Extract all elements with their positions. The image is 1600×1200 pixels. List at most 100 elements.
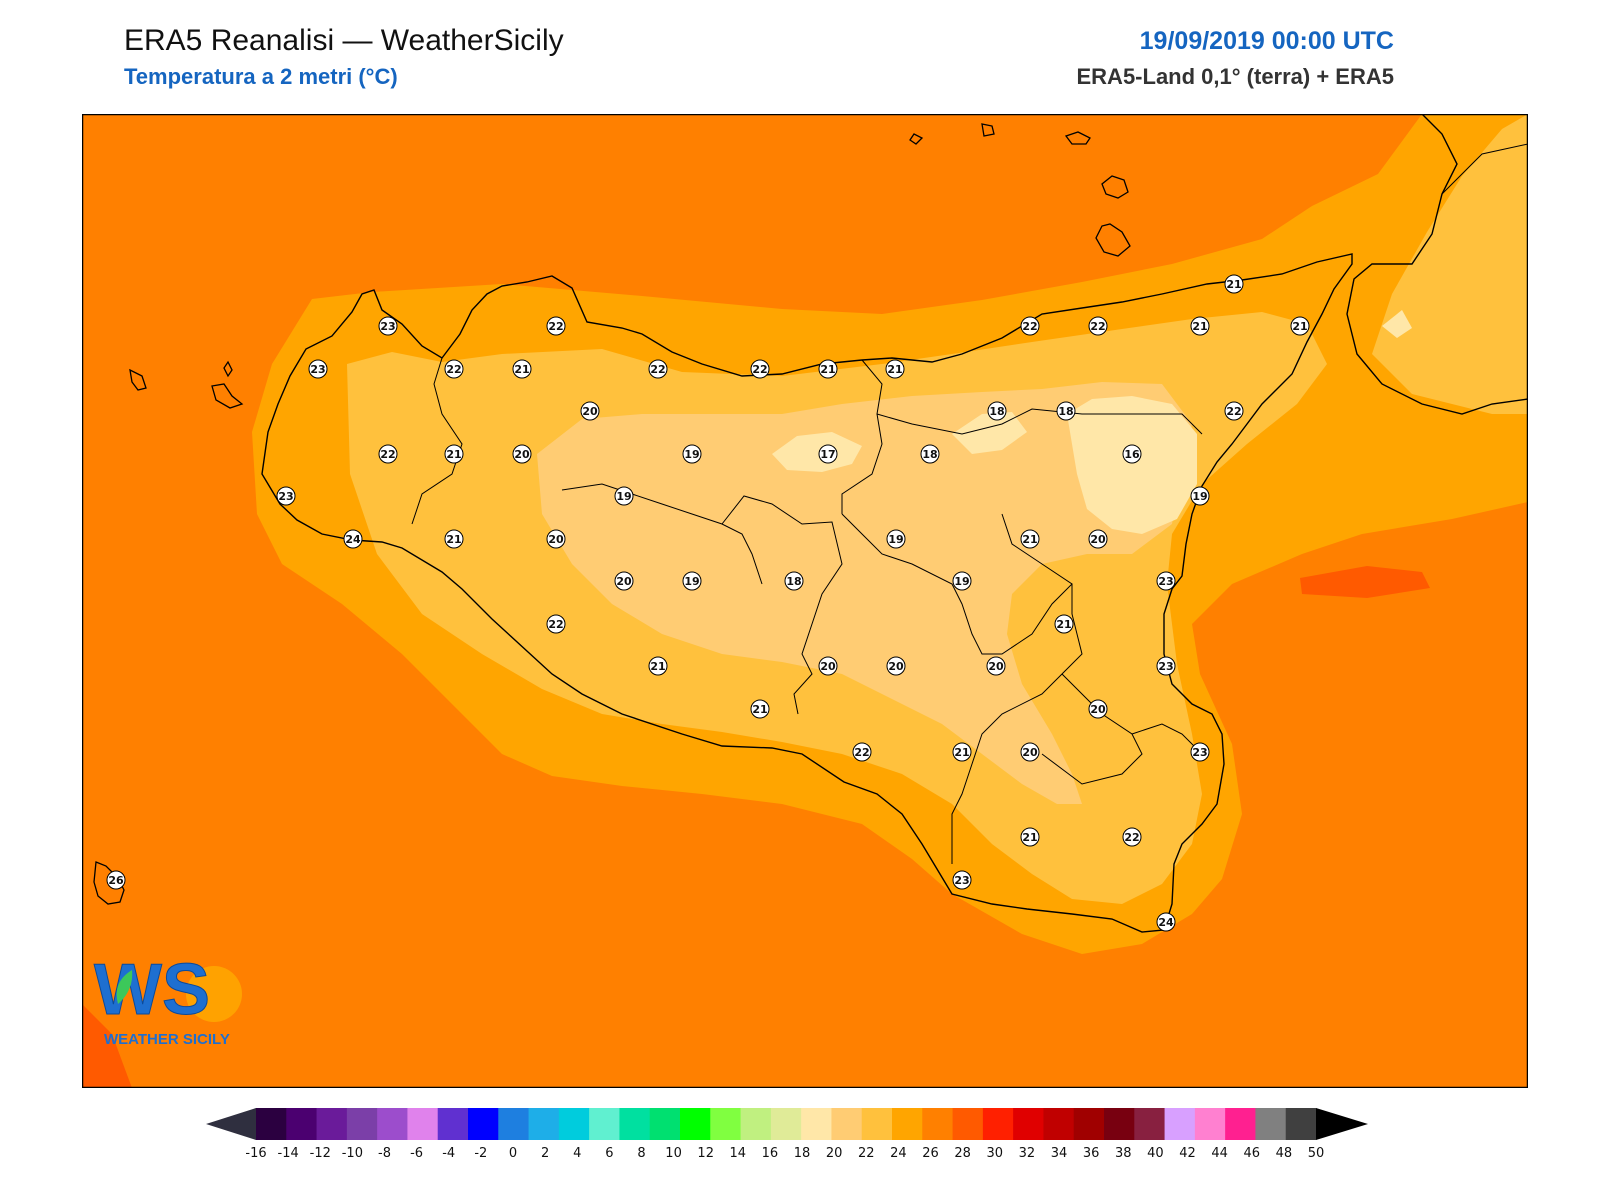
- station-circle: [1290, 316, 1310, 336]
- colorbar-underflow-arrow: [206, 1108, 256, 1140]
- station-value: 22: [1022, 320, 1037, 333]
- data-source: ERA5-Land 0,1° (terra) + ERA5: [1076, 64, 1395, 89]
- station-marker: 18: [1056, 401, 1076, 421]
- station-circle: [1156, 571, 1176, 591]
- station-circle: [987, 401, 1007, 421]
- station-circle: [276, 486, 296, 506]
- colorbar-tick-label: 12: [697, 1146, 714, 1161]
- station-marker: 19: [952, 571, 972, 591]
- station-circle: [852, 742, 872, 762]
- station-value: 22: [548, 618, 563, 631]
- station-circle: [444, 359, 464, 379]
- colorbar-segment: [589, 1108, 620, 1140]
- station-value: 20: [548, 533, 564, 546]
- station-value: 21: [1226, 278, 1241, 291]
- station-marker: 22: [444, 359, 464, 379]
- colorbar-tick-label: 48: [1276, 1146, 1293, 1161]
- station-marker: 20: [986, 656, 1006, 676]
- colorbar-segment: [346, 1108, 378, 1140]
- station-value: 17: [820, 448, 835, 461]
- colorbar-tick-label: 22: [858, 1146, 875, 1161]
- station-marker: 23: [1156, 656, 1176, 676]
- station-marker: 24: [343, 529, 363, 549]
- colorbar-tick-label: 40: [1147, 1146, 1164, 1161]
- colorbar-segment: [1013, 1108, 1044, 1140]
- colorbar-segment: [770, 1108, 802, 1140]
- colorbar-segment: [558, 1108, 590, 1140]
- station-value: 21: [954, 746, 969, 759]
- colorbar-tick-label: 36: [1083, 1146, 1100, 1161]
- station-marker: 22: [852, 742, 872, 762]
- station-circle: [512, 359, 532, 379]
- station-value: 23: [1158, 575, 1173, 588]
- station-circle: [546, 614, 566, 634]
- station-circle: [378, 316, 398, 336]
- colorbar-tick-label: 28: [954, 1146, 971, 1161]
- station-value: 20: [820, 660, 836, 673]
- colorbar-segment: [528, 1108, 560, 1140]
- station-marker: 22: [546, 316, 566, 336]
- colorbar-segment: [316, 1108, 348, 1140]
- station-marker: 21: [444, 444, 464, 464]
- station-value: 21: [820, 363, 835, 376]
- station-circle: [750, 699, 770, 719]
- colorbar-tick-label: 14: [730, 1146, 747, 1161]
- station-marker: 24: [1156, 912, 1176, 932]
- station-marker: 20: [1020, 742, 1040, 762]
- station-marker: 22: [750, 359, 770, 379]
- station-value: 21: [650, 660, 665, 673]
- station-value: 18: [989, 405, 1004, 418]
- station-marker: 20: [1088, 699, 1108, 719]
- station-circle: [1020, 827, 1040, 847]
- station-value: 19: [684, 448, 699, 461]
- station-circle: [952, 571, 972, 591]
- station-marker: 26: [106, 870, 126, 890]
- station-circle: [1088, 316, 1108, 336]
- colorbar-segment: [1255, 1108, 1287, 1140]
- station-marker: 23: [952, 870, 972, 890]
- station-circle: [512, 444, 532, 464]
- station-marker: 21: [512, 359, 532, 379]
- station-marker: 22: [1122, 827, 1142, 847]
- station-circle: [1190, 742, 1210, 762]
- station-value: 18: [922, 448, 937, 461]
- contour-band-18: [537, 382, 1192, 804]
- station-circle: [1156, 656, 1176, 676]
- station-value: 22: [854, 746, 869, 759]
- station-marker: 16: [1122, 444, 1142, 464]
- station-marker: 21: [1190, 316, 1210, 336]
- colorbar-tick-label: 30: [987, 1146, 1004, 1161]
- station-value: 22: [650, 363, 665, 376]
- contour-band-16-ne: [1382, 310, 1412, 338]
- station-marker: 21: [1290, 316, 1310, 336]
- colorbar-tick-label: -4: [442, 1146, 455, 1161]
- station-marker: 21: [648, 656, 668, 676]
- station-marker: 20: [512, 444, 532, 464]
- station-circle: [952, 870, 972, 890]
- colorbar-segment: [377, 1108, 408, 1140]
- colorbar-tick-label: 34: [1051, 1146, 1068, 1161]
- station-circle: [1020, 529, 1040, 549]
- colorbar-segment: [831, 1108, 863, 1140]
- station-value: 20: [582, 405, 598, 418]
- colorbar-tick-label: 6: [605, 1146, 613, 1161]
- station-marker: 23: [276, 486, 296, 506]
- station-value: 21: [1022, 533, 1037, 546]
- station-marker: 18: [987, 401, 1007, 421]
- station-marker: 21: [1020, 827, 1040, 847]
- sicily-coastline: [261, 253, 1353, 933]
- calabria-coastline: [1346, 114, 1528, 415]
- station-circle: [886, 656, 906, 676]
- station-marker: 19: [1190, 486, 1210, 506]
- station-value: 20: [1090, 533, 1106, 546]
- station-circle: [1190, 316, 1210, 336]
- station-marker: 20: [818, 656, 838, 676]
- map-title: ERA5 Reanalisi — WeatherSicily: [124, 24, 564, 57]
- colorbar-tick-label: 50: [1308, 1146, 1325, 1161]
- station-value: 21: [446, 533, 461, 546]
- station-value: 22: [548, 320, 563, 333]
- contour-band-20-ne: [1372, 114, 1528, 414]
- station-circle: [986, 656, 1006, 676]
- colorbar-tick-label: -14: [278, 1146, 299, 1161]
- station-circle: [1054, 614, 1074, 634]
